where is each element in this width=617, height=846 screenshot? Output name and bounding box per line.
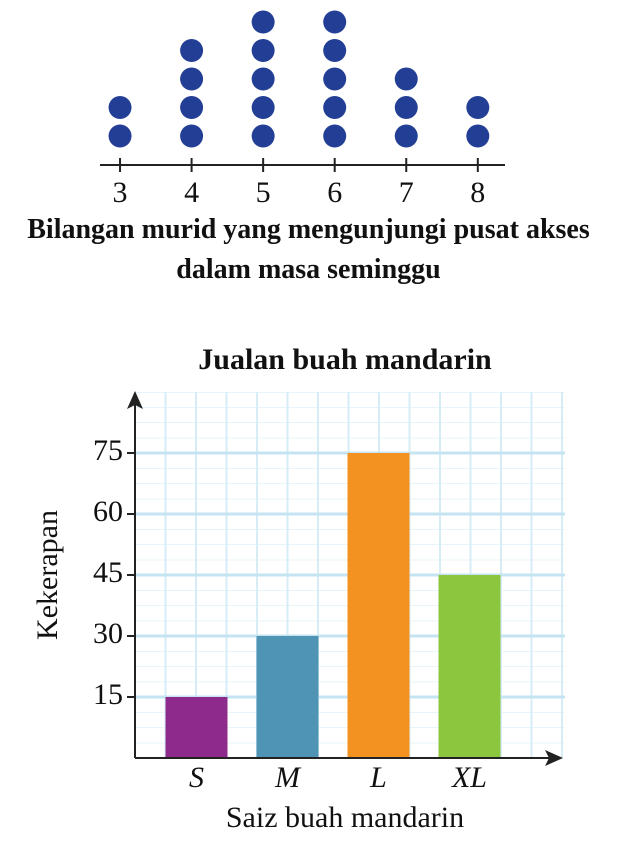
dot [323, 39, 347, 62]
bar [347, 453, 410, 758]
x-tick-label: 7 [399, 176, 414, 209]
dot [251, 67, 275, 91]
dot [180, 67, 204, 91]
x-tick-label: L [369, 761, 387, 794]
bar [438, 575, 501, 758]
x-tick-label: 3 [113, 176, 128, 209]
dot-stack [108, 96, 132, 148]
x-tick-label: 4 [184, 176, 199, 209]
dot-stack [466, 96, 490, 148]
dot [323, 67, 347, 91]
dot [251, 39, 275, 62]
dot [180, 96, 204, 119]
dot-stack [323, 10, 347, 148]
x-tick-label: 5 [256, 176, 271, 209]
dot [108, 96, 132, 119]
x-arrow [545, 750, 563, 766]
y-tick-label: 45 [93, 556, 123, 589]
dot-stack [251, 10, 275, 148]
y-arrow [127, 391, 143, 409]
x-axis-label: Saiz buah mandarin [226, 801, 464, 834]
y-tick-label: 30 [93, 617, 123, 650]
dot [466, 96, 490, 119]
x-tick-label: XL [451, 761, 487, 794]
y-tick-label: 15 [93, 678, 123, 711]
dot [108, 124, 132, 148]
dot [180, 39, 204, 62]
dot [394, 67, 418, 91]
dot [180, 124, 204, 148]
dot [466, 124, 490, 148]
dot [251, 10, 275, 34]
bar [165, 697, 228, 758]
dot [394, 124, 418, 148]
dot [323, 96, 347, 119]
x-tick-label: M [274, 761, 302, 794]
chart-title: Jualan buah mandarin [198, 343, 492, 376]
x-tick-label: 8 [470, 176, 485, 209]
dot [394, 96, 418, 119]
dot-stack [180, 39, 204, 148]
dot [251, 96, 275, 119]
dot [251, 124, 275, 148]
bar [256, 636, 319, 758]
dot-stack [394, 67, 418, 148]
dot [323, 124, 347, 148]
dot [323, 10, 347, 34]
y-tick-label: 60 [93, 495, 123, 528]
x-tick-label: 6 [327, 176, 342, 209]
dot-plot-label: Bilangan murid yang mengunjungi pusat ak… [27, 214, 590, 285]
y-axis-label: Kekerapan [31, 510, 64, 640]
x-tick-label: S [189, 761, 204, 794]
y-tick-label: 75 [93, 434, 123, 467]
